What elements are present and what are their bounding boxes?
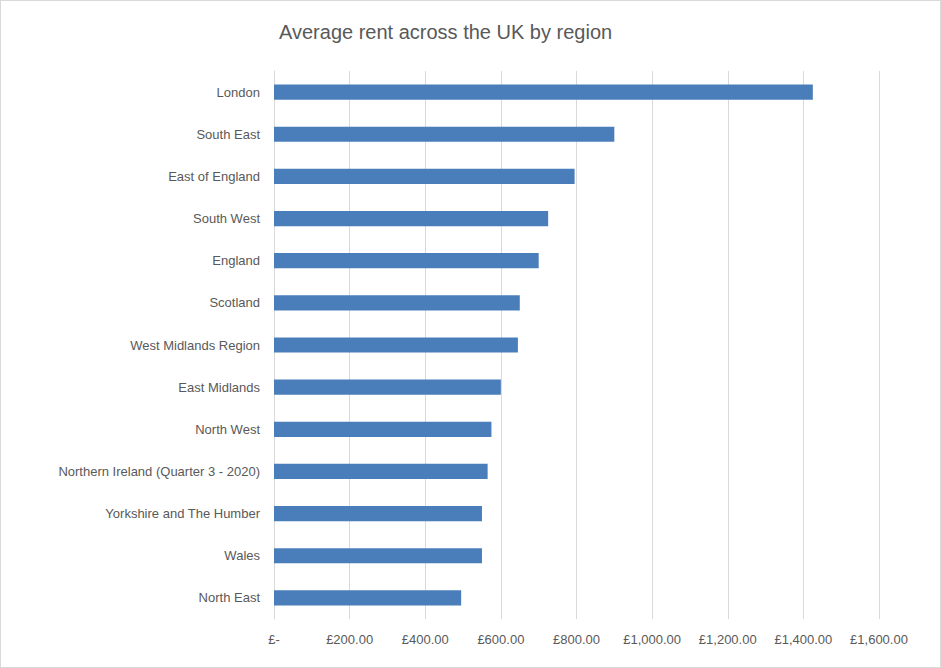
svg-text:£1,000.00: £1,000.00 xyxy=(623,632,681,647)
svg-text:£400.00: £400.00 xyxy=(402,632,449,647)
svg-text:Average rent across the UK by: Average rent across the UK by region xyxy=(279,21,612,43)
svg-text:£200.00: £200.00 xyxy=(326,632,373,647)
svg-text:East of England: East of England xyxy=(168,169,260,184)
svg-text:North East: North East xyxy=(199,590,261,605)
svg-text:Scotland: Scotland xyxy=(209,295,260,310)
svg-text:South East: South East xyxy=(196,127,260,142)
svg-text:Northern Ireland (Quarter 3 -: Northern Ireland (Quarter 3 - 2020) xyxy=(58,464,260,479)
svg-text:London: London xyxy=(217,85,260,100)
svg-text:£-: £- xyxy=(268,632,280,647)
svg-text:North West: North West xyxy=(195,422,260,437)
svg-text:£1,600.00: £1,600.00 xyxy=(850,632,908,647)
svg-text:£1,200.00: £1,200.00 xyxy=(699,632,757,647)
svg-text:£600.00: £600.00 xyxy=(477,632,524,647)
svg-text:West Midlands Region: West Midlands Region xyxy=(130,338,260,353)
svg-text:£800.00: £800.00 xyxy=(553,632,600,647)
svg-text:South West: South West xyxy=(193,211,260,226)
svg-text:Wales: Wales xyxy=(224,548,260,563)
svg-text:Yorkshire and The Humber: Yorkshire and The Humber xyxy=(105,506,260,521)
svg-text:East Midlands: East Midlands xyxy=(178,380,260,395)
svg-text:England: England xyxy=(212,253,260,268)
svg-text:£1,400.00: £1,400.00 xyxy=(774,632,832,647)
